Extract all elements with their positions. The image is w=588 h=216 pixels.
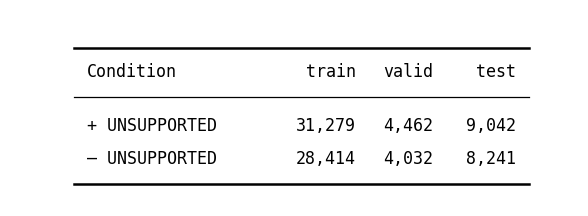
Text: 4,032: 4,032 — [383, 150, 433, 168]
Text: 8,241: 8,241 — [466, 150, 516, 168]
Text: train: train — [306, 64, 356, 81]
Text: 31,279: 31,279 — [296, 117, 356, 135]
Text: 9,042: 9,042 — [466, 117, 516, 135]
Text: 28,414: 28,414 — [296, 150, 356, 168]
Text: + UNSUPPORTED: + UNSUPPORTED — [87, 117, 217, 135]
Text: Condition: Condition — [87, 64, 177, 81]
Text: test: test — [476, 64, 516, 81]
Text: 4,462: 4,462 — [383, 117, 433, 135]
Text: valid: valid — [383, 64, 433, 81]
Text: – UNSUPPORTED: – UNSUPPORTED — [87, 150, 217, 168]
